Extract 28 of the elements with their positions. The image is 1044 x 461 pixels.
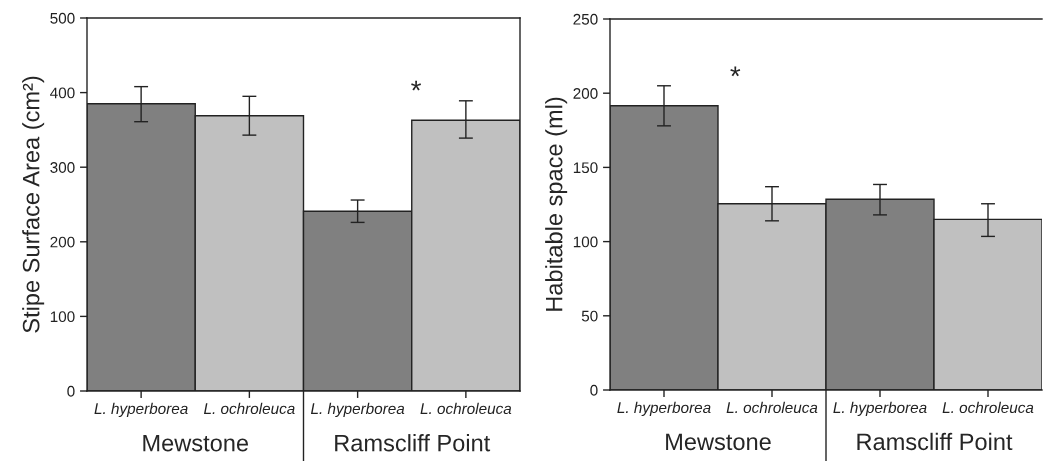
- text: Ramscliff Point: [335, 434, 491, 452]
- y-tick-label: 100: [573, 236, 598, 248]
- x-tick-label: L. ochroleuca: [420, 402, 512, 415]
- annotation: *: [730, 66, 741, 77]
- x-tick-label: L. hyperborea: [94, 402, 188, 418]
- y-axis-title: Stipe Surface Area (cm²): [22, 76, 45, 333]
- text: Mewstone: [143, 434, 249, 452]
- y-tick-label: 0: [67, 385, 75, 397]
- x-tick-label: L. hyperborea: [310, 402, 405, 418]
- y-axis-title: Habitable space (ml): [545, 97, 568, 311]
- y-tick-label: 300: [50, 162, 75, 173]
- y-tick-label: 200: [50, 236, 75, 248]
- y-tick-label: 100: [50, 311, 75, 323]
- y-tick-label: 50: [581, 310, 598, 322]
- x-tick-label: L. ochroleuca: [203, 402, 295, 415]
- x-tick-label: L. ochroleuca: [726, 401, 818, 414]
- x-tick-label: L. hyperborea: [833, 401, 927, 417]
- y-tick-label: 150: [573, 162, 598, 174]
- text: Ramscliff Point: [857, 432, 1013, 451]
- y-tick-label: 250: [573, 13, 598, 25]
- annotation: *: [411, 80, 422, 91]
- y-tick-label: 0: [590, 384, 598, 396]
- x-tick-label: L. hyperborea: [617, 401, 711, 417]
- text: Mewstone: [666, 433, 771, 451]
- x-tick-label: L. ochroleuca: [942, 401, 1034, 414]
- y-tick-label: 400: [50, 87, 75, 99]
- y-tick-label: 500: [50, 12, 75, 24]
- y-tick-label: 200: [573, 88, 598, 99]
